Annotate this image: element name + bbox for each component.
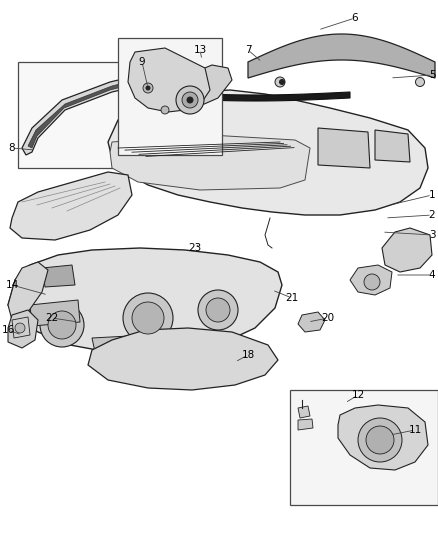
Circle shape (143, 83, 153, 93)
Text: 4: 4 (429, 270, 435, 280)
Text: 3: 3 (429, 230, 435, 240)
Polygon shape (88, 328, 278, 390)
Text: 6: 6 (352, 13, 358, 23)
Circle shape (206, 298, 230, 322)
Polygon shape (178, 65, 232, 105)
Circle shape (123, 293, 173, 343)
Circle shape (40, 303, 84, 347)
Circle shape (48, 311, 76, 339)
Circle shape (132, 302, 164, 334)
Polygon shape (92, 335, 152, 352)
Text: 16: 16 (1, 325, 14, 335)
Polygon shape (155, 332, 220, 348)
Polygon shape (30, 300, 80, 326)
Polygon shape (128, 48, 210, 112)
Text: 22: 22 (46, 313, 59, 323)
Polygon shape (28, 76, 152, 148)
Polygon shape (162, 92, 350, 101)
Polygon shape (318, 128, 370, 168)
Circle shape (275, 77, 285, 87)
Polygon shape (382, 228, 432, 272)
Text: 5: 5 (429, 70, 435, 80)
Polygon shape (18, 62, 165, 168)
Polygon shape (298, 419, 313, 430)
Circle shape (15, 323, 25, 333)
Text: 14: 14 (5, 280, 19, 290)
Circle shape (146, 86, 150, 90)
Text: 23: 23 (188, 243, 201, 253)
Circle shape (366, 426, 394, 454)
Polygon shape (42, 265, 75, 287)
Circle shape (182, 92, 198, 108)
Polygon shape (22, 72, 160, 155)
Polygon shape (298, 406, 310, 418)
Polygon shape (118, 38, 222, 155)
Text: 2: 2 (429, 210, 435, 220)
Polygon shape (298, 312, 325, 332)
Text: 12: 12 (351, 390, 364, 400)
Circle shape (187, 97, 193, 103)
Polygon shape (8, 262, 48, 320)
Text: 13: 13 (193, 45, 207, 55)
Polygon shape (248, 34, 435, 78)
Text: 9: 9 (139, 57, 145, 67)
Circle shape (279, 79, 285, 85)
Circle shape (161, 106, 169, 114)
Polygon shape (290, 390, 438, 505)
Polygon shape (350, 265, 392, 295)
Text: 1: 1 (429, 190, 435, 200)
Polygon shape (8, 248, 282, 355)
Polygon shape (375, 130, 410, 162)
Circle shape (358, 418, 402, 462)
Polygon shape (8, 310, 38, 348)
Text: 20: 20 (321, 313, 335, 323)
Text: 18: 18 (241, 350, 254, 360)
Polygon shape (108, 90, 428, 215)
Text: 11: 11 (408, 425, 422, 435)
Circle shape (416, 77, 424, 86)
Polygon shape (110, 135, 310, 190)
Text: 8: 8 (9, 143, 15, 153)
Text: 7: 7 (245, 45, 251, 55)
Polygon shape (10, 172, 132, 240)
Polygon shape (338, 405, 428, 470)
Circle shape (176, 86, 204, 114)
Circle shape (364, 274, 380, 290)
Circle shape (198, 290, 238, 330)
Text: 21: 21 (286, 293, 299, 303)
